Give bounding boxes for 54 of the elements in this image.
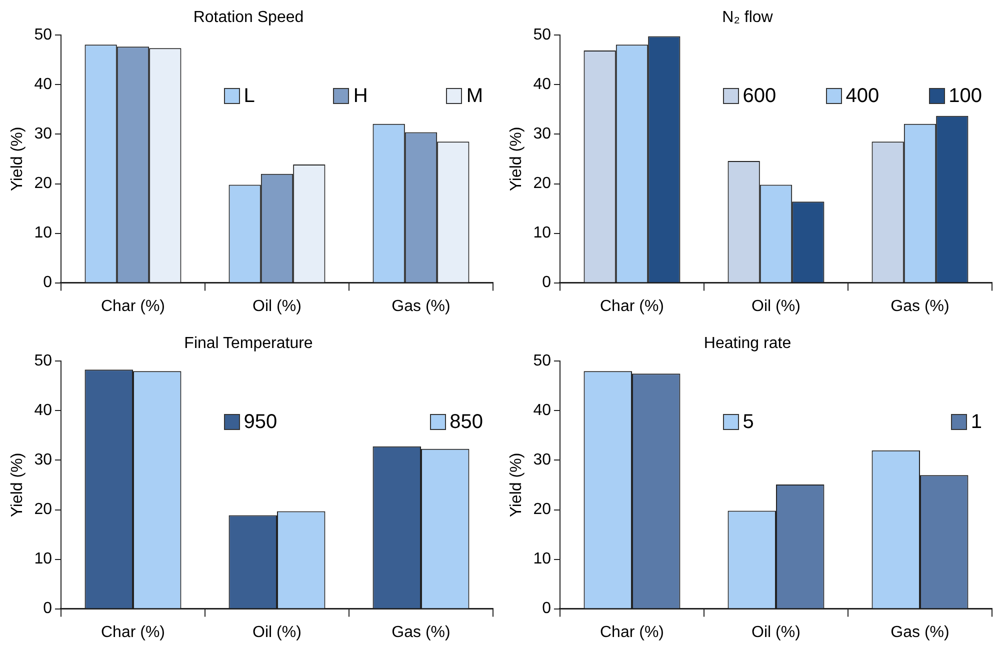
y-tick-label: 20 [34, 501, 52, 518]
legend-label: 600 [742, 84, 776, 108]
y-tick-label: 20 [34, 175, 52, 192]
legend-label: 400 [846, 84, 880, 108]
y-tick-label: 30 [533, 126, 552, 143]
x-tick-label: Char (%) [100, 624, 166, 641]
y-axis-title: Yield (%) [9, 452, 26, 518]
x-tick-label: Oil (%) [752, 298, 800, 315]
x-tick-label: Gas (%) [890, 624, 950, 641]
y-tick-label: 0 [542, 600, 552, 618]
x-tick-label: Char (%) [600, 298, 664, 315]
y-tick-label: 30 [34, 452, 52, 469]
chart-title: Heating rate [704, 335, 792, 352]
y-tick-label: 40 [533, 402, 552, 420]
legend-label: 850 [450, 410, 483, 434]
y-tick-label: 50 [34, 26, 52, 44]
legend-label: 5 [742, 410, 754, 434]
y-tick-label: 50 [533, 26, 552, 44]
chart-title: N₂ flow [722, 9, 774, 26]
legend-label: H [353, 84, 368, 108]
y-tick-label: 0 [43, 274, 52, 292]
y-tick-label: 40 [34, 76, 52, 94]
y-tick-label: 40 [533, 76, 552, 94]
x-tick-label: Char (%) [600, 624, 664, 641]
y-tick-label: 20 [533, 501, 552, 518]
y-tick-label: 50 [533, 352, 552, 370]
y-tick-label: 10 [34, 550, 52, 568]
legend-label: L [244, 84, 255, 108]
x-tick-label: Gas (%) [392, 624, 450, 641]
legend-label: 950 [244, 410, 278, 434]
legend-label: 100 [948, 84, 982, 108]
x-tick-label: Gas (%) [392, 298, 450, 315]
x-tick-label: Oil (%) [252, 624, 302, 641]
chart-title: Rotation Speed [193, 9, 304, 26]
x-tick-label: Char (%) [100, 298, 166, 315]
y-axis-title: Yield (%) [9, 126, 26, 192]
y-axis-title: Yield (%) [508, 452, 526, 518]
legend-label: M [466, 84, 483, 108]
y-tick-label: 20 [533, 175, 552, 192]
x-tick-label: Gas (%) [890, 298, 950, 315]
y-tick-label: 10 [533, 224, 552, 242]
y-tick-label: 30 [34, 126, 52, 143]
y-tick-label: 0 [43, 600, 52, 618]
y-tick-label: 0 [542, 274, 552, 292]
chart-title: Final Temperature [184, 335, 313, 352]
x-tick-label: Oil (%) [252, 298, 302, 315]
y-axis-title: Yield (%) [508, 126, 526, 192]
legend-label: 1 [970, 410, 982, 434]
y-tick-label: 40 [34, 402, 52, 420]
y-tick-label: 50 [34, 352, 52, 370]
y-tick-label: 30 [533, 452, 552, 469]
x-tick-label: Oil (%) [752, 624, 800, 641]
y-tick-label: 10 [34, 224, 52, 242]
y-tick-label: 10 [533, 550, 552, 568]
